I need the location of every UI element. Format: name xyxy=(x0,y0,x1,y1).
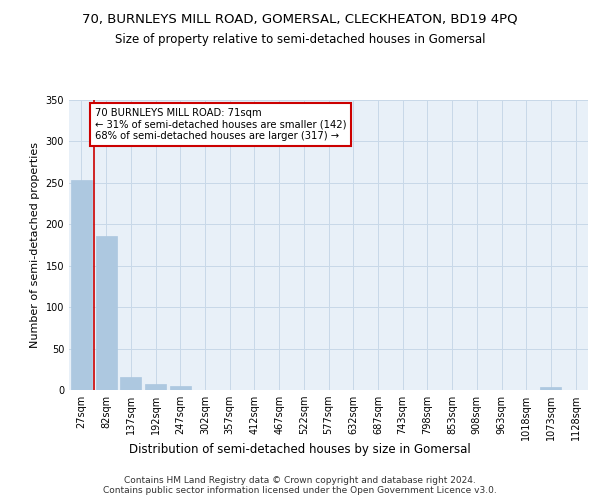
Bar xyxy=(71,180,92,390)
Text: 70 BURNLEYS MILL ROAD: 71sqm
← 31% of semi-detached houses are smaller (142)
68%: 70 BURNLEYS MILL ROAD: 71sqm ← 31% of se… xyxy=(95,108,346,142)
Y-axis label: Number of semi-detached properties: Number of semi-detached properties xyxy=(30,142,40,348)
Bar xyxy=(541,386,562,390)
Bar xyxy=(120,376,141,390)
Text: Size of property relative to semi-detached houses in Gomersal: Size of property relative to semi-detach… xyxy=(115,32,485,46)
Bar xyxy=(170,386,191,390)
Text: Distribution of semi-detached houses by size in Gomersal: Distribution of semi-detached houses by … xyxy=(129,442,471,456)
Bar xyxy=(145,384,166,390)
Text: 70, BURNLEYS MILL ROAD, GOMERSAL, CLECKHEATON, BD19 4PQ: 70, BURNLEYS MILL ROAD, GOMERSAL, CLECKH… xyxy=(82,12,518,26)
Text: Contains HM Land Registry data © Crown copyright and database right 2024.
Contai: Contains HM Land Registry data © Crown c… xyxy=(103,476,497,495)
Bar xyxy=(95,236,116,390)
